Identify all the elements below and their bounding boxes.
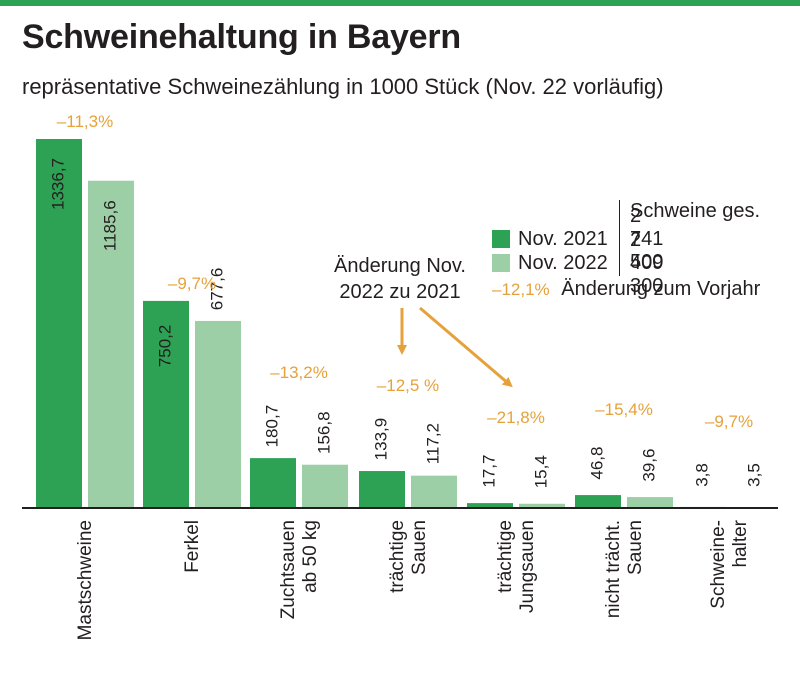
change-label: –9,7%: [168, 274, 216, 293]
bar-2021: [359, 471, 405, 508]
legend-change-value: –12,1%: [492, 280, 550, 299]
legend-total-2022: 2 409 300: [630, 228, 664, 297]
category-label: halter: [730, 519, 751, 567]
bar-2021: [36, 139, 82, 508]
bar-2022: [302, 464, 348, 508]
legend-change: –12,1% Änderung zum Vorjahr: [492, 278, 760, 301]
bar-2022: [627, 497, 673, 508]
legend-label-2021: Nov. 2021: [518, 227, 608, 250]
change-annotation-line1: Änderung Nov.: [334, 255, 466, 277]
legend-label-2022: Nov. 2022: [518, 251, 608, 274]
chart-subtitle: repräsentative Schweinezählung in 1000 S…: [22, 74, 664, 99]
data-label: 46,8: [587, 447, 606, 480]
bar-2022: [195, 320, 241, 508]
category-label: Sauen: [409, 520, 430, 575]
data-label: 180,7: [262, 405, 281, 448]
data-label: 1185,6: [100, 200, 119, 251]
category-label: Mastschweine: [75, 520, 96, 640]
data-label: 3,8: [692, 463, 711, 487]
annotation-arrow-diagonal: [419, 306, 513, 388]
change-label: –21,8%: [487, 408, 545, 427]
data-label: 677,6: [207, 268, 226, 311]
data-label: 17,7: [479, 455, 498, 488]
legend-total-2021: 2 741 500: [630, 204, 664, 273]
legend: Schweine ges. Nov. 2021 2 741 500 Nov. 2…: [492, 200, 792, 310]
data-label: 156,8: [314, 411, 333, 454]
chart-title: Schweinehaltung in Bayern: [22, 18, 461, 56]
bar-2021: [575, 495, 621, 508]
legend-divider: [619, 200, 620, 276]
change-label: –15,4%: [595, 400, 653, 419]
category-label: Ferkel: [182, 520, 203, 573]
legend-item-2021: Nov. 2021 2 741 500: [492, 205, 663, 273]
category-label: Jungsauen: [517, 520, 538, 613]
change-annotation: Änderung Nov. 2022 zu 2021: [300, 253, 500, 305]
change-label: –9,7%: [705, 412, 753, 431]
bar-2022: [411, 475, 457, 508]
legend-header: Schweine ges.: [630, 200, 761, 222]
data-label: 39,6: [639, 449, 658, 482]
category-label: trächtige: [387, 520, 408, 593]
category-label: nicht trächt.: [603, 520, 624, 618]
change-label: –13,2%: [270, 363, 328, 382]
data-label: 750,2: [155, 325, 174, 368]
legend-swatch-2022: [492, 254, 510, 272]
change-annotation-line2: 2022 zu 2021: [339, 281, 461, 303]
data-label: 15,4: [531, 455, 550, 488]
bar-2021: [143, 300, 189, 508]
data-label: 117,2: [423, 423, 442, 464]
bar-2022: [519, 503, 565, 508]
category-label: ab 50 kg: [300, 520, 321, 593]
change-label: –12,5 %: [377, 376, 439, 395]
top-accent-bar: [0, 0, 800, 6]
bar-2022: [88, 180, 134, 508]
category-label: trächtige: [495, 520, 516, 593]
data-label: 133,9: [371, 418, 390, 461]
change-label: –11,3%: [57, 112, 113, 131]
data-label: 1336,7: [48, 158, 67, 210]
bar-2021: [250, 458, 296, 508]
legend-change-label: Änderung zum Vorjahr: [561, 278, 761, 300]
category-label: Sauen: [625, 520, 646, 575]
bar-2021: [467, 503, 513, 508]
category-label: Schweine-: [708, 520, 729, 609]
category-label: Zuchtsauen: [278, 520, 299, 619]
data-label: 3,5: [744, 463, 763, 487]
legend-item-2022: Nov. 2022 2 409 300: [492, 229, 663, 297]
legend-swatch-2021: [492, 230, 510, 248]
